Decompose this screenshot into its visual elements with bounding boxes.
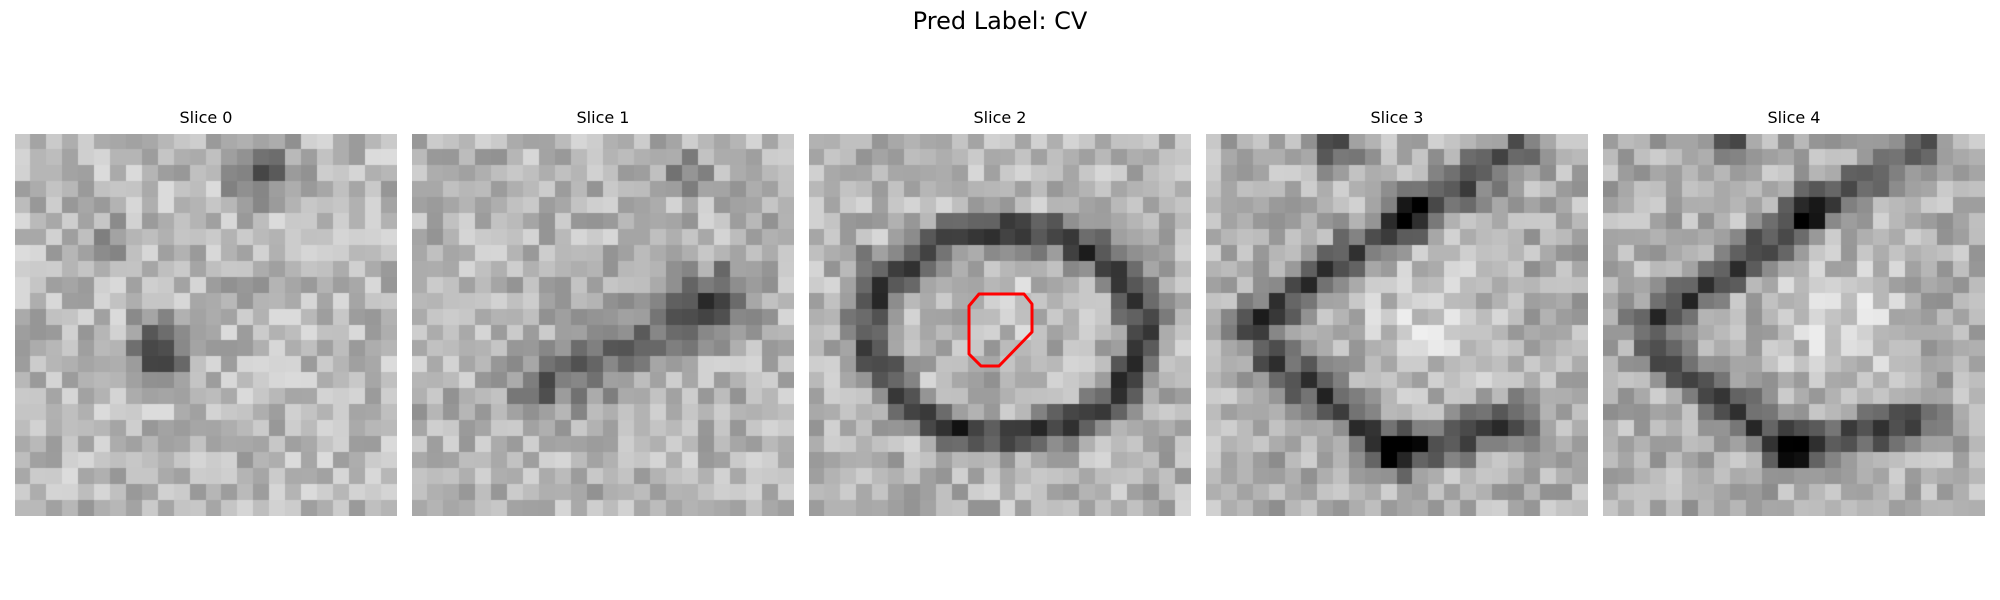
- figure-title: Pred Label: CV: [912, 7, 1088, 35]
- slice-image: [1206, 134, 1588, 516]
- slice-title: Slice 3: [1370, 108, 1424, 127]
- slice-image: [1603, 134, 1985, 516]
- slice-image: [412, 134, 794, 516]
- slice-title: Slice 1: [576, 108, 630, 127]
- slice-title: Slice 2: [973, 108, 1027, 127]
- roi-outline: [967, 292, 1034, 368]
- slice-panel-4: Slice 4: [1603, 108, 1985, 520]
- slice-title: Slice 4: [1767, 108, 1821, 127]
- slice-panel-2: Slice 2: [809, 108, 1191, 520]
- roi-overlay: [967, 292, 1034, 368]
- slice-panel-0: Slice 0: [15, 108, 397, 520]
- slice-title: Slice 0: [179, 108, 233, 127]
- slice-panel-3: Slice 3: [1206, 108, 1588, 520]
- slice-image: [15, 134, 397, 516]
- slice-image: [809, 134, 1191, 516]
- slice-panel-1: Slice 1: [412, 108, 794, 520]
